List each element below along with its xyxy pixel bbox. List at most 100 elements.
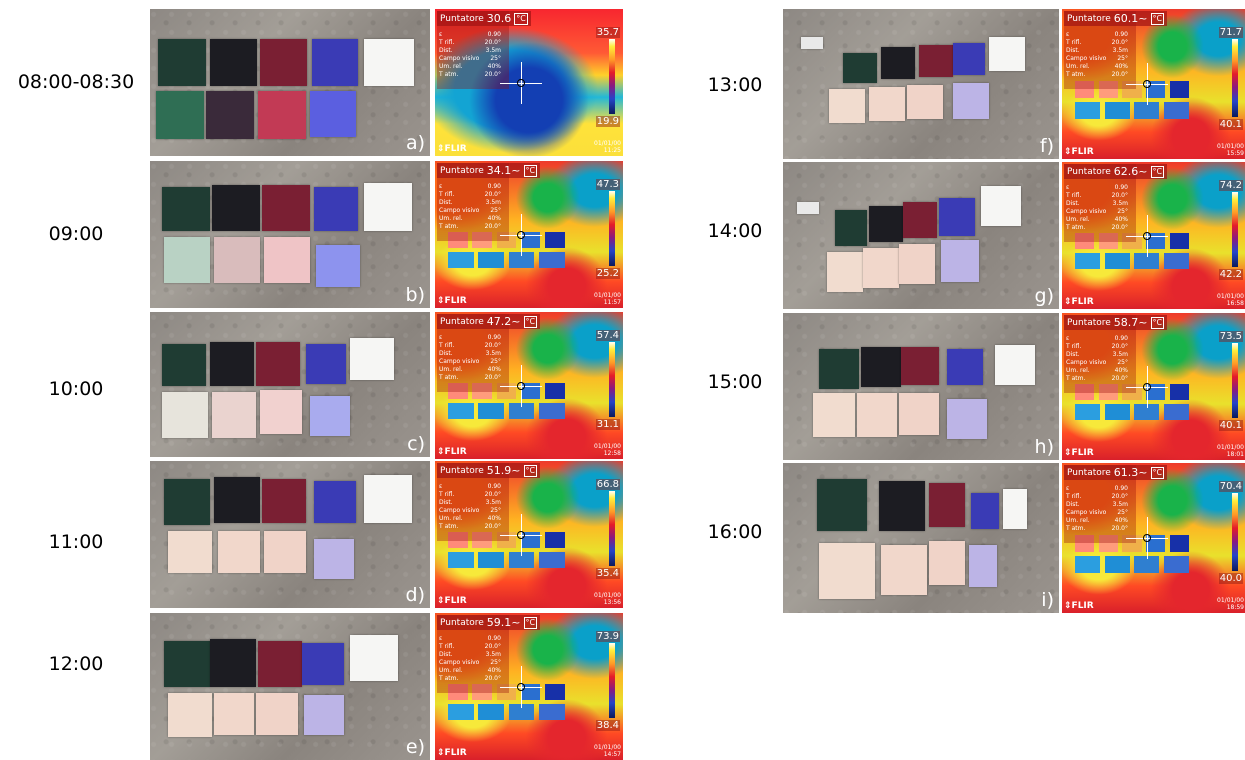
thermal-block — [1098, 383, 1118, 400]
sample-photo: c) — [150, 312, 430, 457]
thermal-block — [1074, 404, 1100, 421]
parameter-key: Campo visivo — [1066, 359, 1107, 366]
thermal-block — [508, 552, 535, 569]
sample-square — [881, 545, 927, 595]
parameter-value: 20.0° — [484, 39, 501, 46]
thermal-block — [545, 382, 565, 399]
parameter-key: Dist. — [1066, 200, 1080, 207]
parameter-value: 0.90 — [487, 183, 501, 190]
sample-square — [899, 393, 939, 435]
parameter-key: T atm. — [1066, 525, 1086, 532]
sample-square — [881, 47, 915, 79]
parameter-key: Dist. — [439, 499, 453, 506]
flir-logo: ⇕FLIR — [1064, 147, 1094, 157]
thermal-block — [1122, 535, 1142, 552]
crosshair-icon — [500, 364, 543, 407]
parameter-key: Dist. — [439, 651, 453, 658]
parameter-row: T atm. 20.0° — [439, 223, 501, 230]
sample-square — [258, 641, 302, 687]
thermal-block — [539, 403, 565, 420]
parameter-key: ε — [1066, 31, 1070, 38]
sample-photo: f) — [783, 9, 1059, 159]
timestamp: 01/01/00 14:57 — [594, 744, 621, 758]
pointer-readout: Puntatore 58.7~ °C — [1064, 315, 1168, 330]
parameter-key: Um. rel. — [1066, 216, 1090, 223]
scale-max: 70.4 — [1218, 481, 1243, 492]
thermal-block — [539, 552, 565, 569]
date: 01/01/00 — [594, 292, 621, 299]
temperature-scale-bar — [1232, 343, 1238, 418]
parameter-row: Campo visivo 25° — [439, 55, 501, 62]
parameter-value: 25° — [490, 358, 501, 365]
thermal-block — [1104, 404, 1130, 421]
sample-square — [314, 481, 356, 523]
parameter-key: Dist. — [1066, 351, 1080, 358]
time-label: 08:00-08:30 — [17, 71, 135, 93]
parameter-key: T atm. — [439, 675, 459, 682]
temperature-scale-bar — [1232, 493, 1238, 571]
thermal-block — [1104, 556, 1130, 573]
thermal-block — [520, 531, 541, 548]
parameter-row: ε 0.90 — [1066, 31, 1128, 38]
parameter-value: 3.5m — [1112, 351, 1128, 358]
flir-icon: ⇕ — [1064, 297, 1072, 307]
thermal-block — [1122, 232, 1142, 249]
parameter-row: Um. rel. 40% — [1066, 517, 1128, 524]
sample-square — [364, 183, 412, 231]
parameter-key: Dist. — [439, 350, 453, 357]
thermal-block — [545, 231, 565, 248]
scale-max: 74.2 — [1218, 180, 1243, 191]
parameter-key: Um. rel. — [439, 215, 463, 222]
scale-max: 47.3 — [595, 179, 620, 190]
sample-square — [947, 399, 987, 439]
unit-badge: °C — [523, 464, 538, 477]
scale-max: 73.5 — [1218, 331, 1243, 342]
panel-label: a) — [405, 132, 425, 154]
parameter-value: 20.0° — [1111, 192, 1128, 199]
sample-square — [218, 531, 260, 573]
parameter-row: Dist. 3.5m — [439, 651, 501, 658]
thermal-block — [1074, 232, 1095, 249]
thermal-block — [1146, 535, 1166, 552]
thermal-block — [496, 382, 517, 399]
parameter-row: T atm. 20.0° — [1066, 525, 1128, 532]
date: 01/01/00 — [594, 443, 621, 450]
parameter-row: Um. rel. 40% — [1066, 63, 1128, 70]
parameter-value: 40% — [487, 215, 501, 222]
clock: 18:59 — [1226, 604, 1244, 611]
parameter-row: T rifl. 20.0° — [1066, 493, 1128, 500]
hot-samples-row — [448, 382, 565, 399]
parameter-row: Um. rel. 40% — [439, 366, 501, 373]
pointer-label: Puntatore — [1067, 166, 1111, 177]
sample-square — [953, 83, 989, 119]
parameter-value: 3.5m — [1112, 501, 1128, 508]
clock: 14:57 — [603, 751, 621, 758]
parameter-key: T rifl. — [1066, 39, 1082, 46]
parameter-value: 20.0° — [484, 643, 501, 650]
sample-photo: b) — [150, 161, 430, 308]
parameter-key: ε — [1066, 184, 1070, 191]
cold-samples-row — [448, 403, 565, 420]
sample-square — [969, 545, 997, 587]
date: 01/01/00 — [594, 140, 621, 147]
datalogger — [801, 37, 823, 49]
parameter-row: Campo visivo 25° — [1066, 55, 1128, 62]
hot-samples-row — [448, 531, 565, 548]
unit-badge: °C — [523, 616, 538, 629]
parameter-value: 3.5m — [485, 47, 501, 54]
parameter-row: Dist. 3.5m — [1066, 47, 1128, 54]
parameter-key: T rifl. — [439, 491, 455, 498]
parameter-row: T atm. 20.0° — [1066, 224, 1128, 231]
sample-square — [214, 477, 260, 523]
clock: 15:59 — [1226, 150, 1244, 157]
parameter-value: 20.0° — [484, 71, 501, 78]
sample-square — [941, 240, 979, 282]
pointer-label: Puntatore — [440, 13, 484, 24]
datalogger — [797, 202, 819, 214]
parameter-key: T rifl. — [439, 342, 455, 349]
parameter-row: Dist. 3.5m — [439, 499, 501, 506]
parameter-row: T atm. 20.0° — [439, 675, 501, 682]
parameter-key: T rifl. — [1066, 343, 1082, 350]
parameter-value: 25° — [1117, 208, 1128, 215]
timestamp: 01/01/00 18:59 — [1217, 597, 1244, 611]
